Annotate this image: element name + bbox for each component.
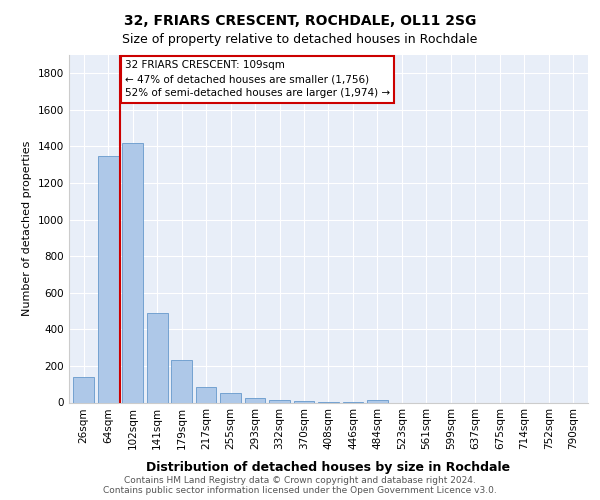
Text: 32 FRIARS CRESCENT: 109sqm
← 47% of detached houses are smaller (1,756)
52% of s: 32 FRIARS CRESCENT: 109sqm ← 47% of deta…	[125, 60, 390, 98]
Bar	[293, 401, 314, 402]
Bar	[147, 313, 167, 402]
Bar	[73, 377, 94, 402]
Bar	[269, 400, 290, 402]
Text: 32, FRIARS CRESCENT, ROCHDALE, OL11 2SG: 32, FRIARS CRESCENT, ROCHDALE, OL11 2SG	[124, 14, 476, 28]
Y-axis label: Number of detached properties: Number of detached properties	[22, 141, 32, 316]
Bar	[220, 394, 241, 402]
Bar	[367, 400, 388, 402]
X-axis label: Distribution of detached houses by size in Rochdale: Distribution of detached houses by size …	[146, 460, 511, 473]
Text: Contains HM Land Registry data © Crown copyright and database right 2024.: Contains HM Land Registry data © Crown c…	[124, 476, 476, 485]
Bar	[122, 143, 143, 403]
Bar	[196, 387, 217, 402]
Bar	[98, 156, 119, 402]
Bar	[245, 398, 265, 402]
Text: Contains public sector information licensed under the Open Government Licence v3: Contains public sector information licen…	[103, 486, 497, 495]
Bar	[171, 360, 192, 403]
Text: Size of property relative to detached houses in Rochdale: Size of property relative to detached ho…	[122, 32, 478, 46]
